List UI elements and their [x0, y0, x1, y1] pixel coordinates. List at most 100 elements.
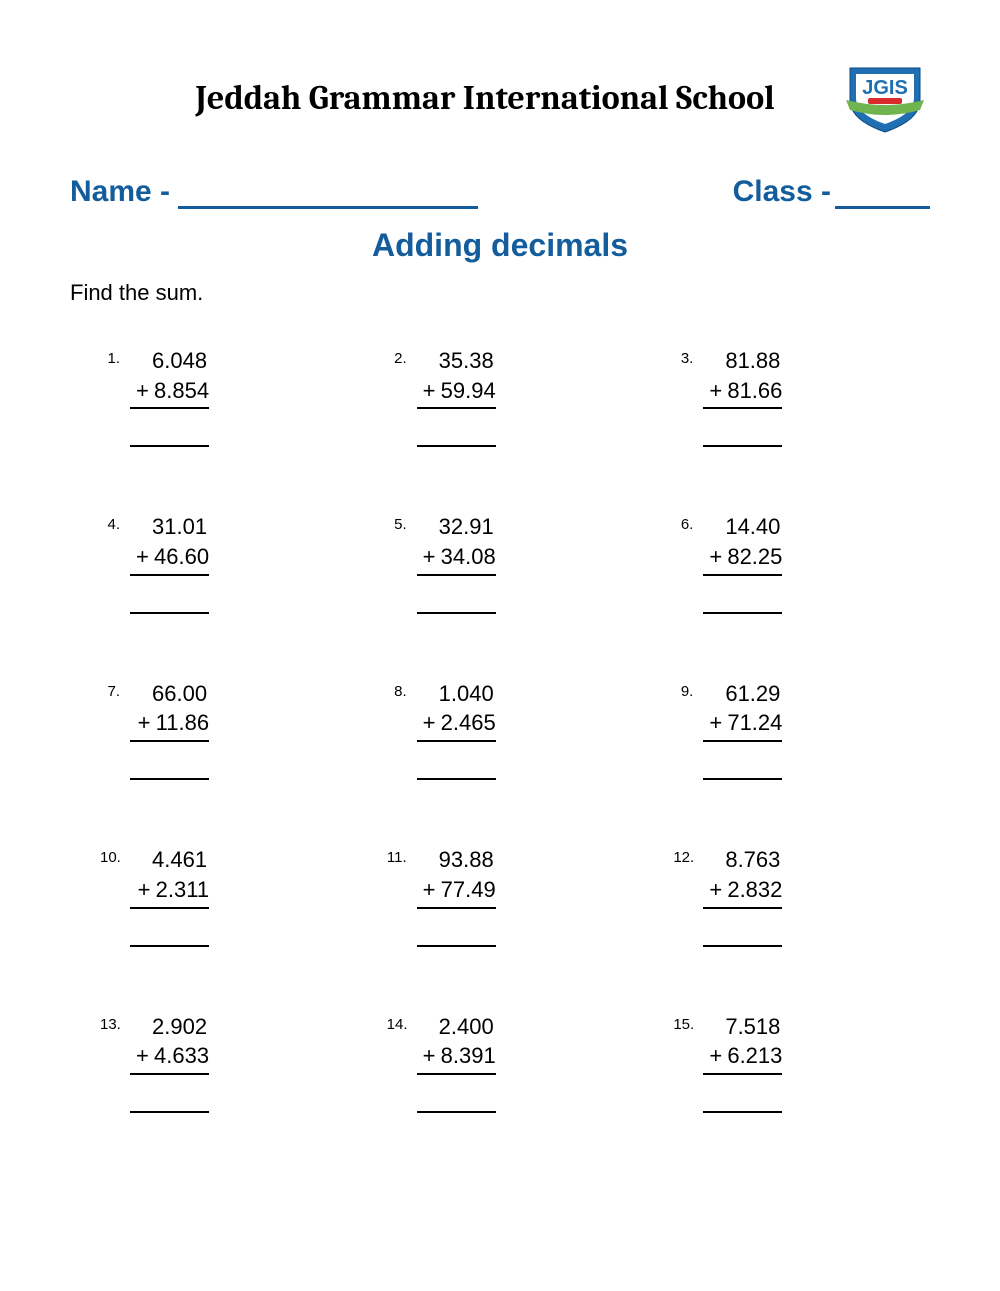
- problem-math: 2.400 +8.391: [417, 1012, 496, 1113]
- problem-math: 32.91 +34.08: [417, 512, 496, 613]
- problem-math: 1.040 +2.465: [417, 679, 496, 780]
- operand-1: 93.88: [417, 845, 496, 875]
- answer-blank[interactable]: [703, 925, 782, 947]
- operand-2: 4.633: [154, 1043, 209, 1068]
- answer-blank[interactable]: [703, 425, 782, 447]
- plus-icon: +: [423, 708, 441, 738]
- instruction: Find the sum.: [70, 280, 930, 306]
- plus-icon: +: [423, 376, 441, 406]
- problem-number: 15.: [673, 1012, 703, 1033]
- answer-blank[interactable]: [417, 1091, 496, 1113]
- operand-2-row: +59.94: [417, 376, 496, 410]
- problem-math: 81.88 +81.66: [703, 346, 782, 447]
- problem-number: 13.: [100, 1012, 130, 1033]
- worksheet-title: Adding decimals: [70, 227, 930, 264]
- answer-blank[interactable]: [130, 758, 209, 780]
- plus-icon: +: [709, 875, 727, 905]
- header: Jeddah Grammar International School JGIS: [70, 60, 930, 135]
- operand-1: 61.29: [703, 679, 782, 709]
- operand-2-row: +2.465: [417, 708, 496, 742]
- plus-icon: +: [423, 875, 441, 905]
- operand-2: 6.213: [727, 1043, 782, 1068]
- problem-math: 7.518 +6.213: [703, 1012, 782, 1113]
- operand-2: 46.60: [154, 544, 209, 569]
- problem-math: 6.048 +8.854: [130, 346, 209, 447]
- worksheet-page: Jeddah Grammar International School JGIS…: [0, 0, 1000, 1153]
- operand-2: 8.854: [154, 378, 209, 403]
- operand-1: 1.040: [417, 679, 496, 709]
- problem-number: 12.: [673, 845, 703, 866]
- name-label: Name -: [70, 175, 170, 209]
- answer-blank[interactable]: [130, 925, 209, 947]
- plus-icon: +: [136, 376, 154, 406]
- svg-text:JGIS: JGIS: [862, 77, 908, 99]
- operand-2-row: +8.854: [130, 376, 209, 410]
- problem-math: 4.461 +2.311: [130, 845, 209, 946]
- answer-blank[interactable]: [417, 758, 496, 780]
- problem-number: 11.: [387, 845, 417, 866]
- problem-number: 3.: [673, 346, 703, 367]
- operand-2-row: +34.08: [417, 542, 496, 576]
- operand-1: 2.902: [130, 1012, 209, 1042]
- operand-2: 59.94: [441, 378, 496, 403]
- operand-1: 31.01: [130, 512, 209, 542]
- problems-grid: 1. 6.048 +8.854 2. 35.38 +59.94 3. 81.88…: [70, 346, 930, 1113]
- plus-icon: +: [709, 1041, 727, 1071]
- answer-blank[interactable]: [130, 425, 209, 447]
- answer-blank[interactable]: [417, 592, 496, 614]
- operand-1: 81.88: [703, 346, 782, 376]
- answer-blank[interactable]: [130, 592, 209, 614]
- problem-math: 35.38 +59.94: [417, 346, 496, 447]
- problem: 1. 6.048 +8.854: [100, 346, 327, 447]
- operand-2: 2.311: [156, 877, 209, 902]
- problem-math: 93.88 +77.49: [417, 845, 496, 946]
- operand-1: 35.38: [417, 346, 496, 376]
- operand-2-row: +4.633: [130, 1041, 209, 1075]
- problem: 12. 8.763 +2.832: [673, 845, 900, 946]
- operand-2-row: +2.311: [130, 875, 209, 909]
- name-field: Name -: [70, 175, 478, 209]
- plus-icon: +: [709, 542, 727, 572]
- problem-math: 8.763 +2.832: [703, 845, 782, 946]
- operand-2: 8.391: [441, 1043, 496, 1068]
- operand-2-row: +77.49: [417, 875, 496, 909]
- problem-number: 14.: [387, 1012, 417, 1033]
- problem: 10. 4.461 +2.311: [100, 845, 327, 946]
- problem-number: 1.: [100, 346, 130, 367]
- problem-math: 66.00 +11.86: [130, 679, 209, 780]
- class-blank[interactable]: [835, 181, 930, 209]
- operand-2-row: +46.60: [130, 542, 209, 576]
- problem: 6. 14.40 +82.25: [673, 512, 900, 613]
- problem-number: 6.: [673, 512, 703, 533]
- answer-blank[interactable]: [703, 758, 782, 780]
- plus-icon: +: [136, 1041, 154, 1071]
- problem: 9. 61.29 +71.24: [673, 679, 900, 780]
- operand-2-row: +71.24: [703, 708, 782, 742]
- problem: 4. 31.01 +46.60: [100, 512, 327, 613]
- operand-2: 2.465: [441, 710, 496, 735]
- problem: 2. 35.38 +59.94: [387, 346, 614, 447]
- problem: 8. 1.040 +2.465: [387, 679, 614, 780]
- problem-number: 8.: [387, 679, 417, 700]
- problem-math: 61.29 +71.24: [703, 679, 782, 780]
- problem: 5. 32.91 +34.08: [387, 512, 614, 613]
- operand-2-row: +6.213: [703, 1041, 782, 1075]
- operand-2: 77.49: [441, 877, 496, 902]
- answer-blank[interactable]: [130, 1091, 209, 1113]
- school-logo-icon: JGIS: [840, 60, 930, 135]
- answer-blank[interactable]: [703, 1091, 782, 1113]
- operand-2-row: +82.25: [703, 542, 782, 576]
- operand-1: 6.048: [130, 346, 209, 376]
- problem-number: 4.: [100, 512, 130, 533]
- answer-blank[interactable]: [703, 592, 782, 614]
- plus-icon: +: [423, 542, 441, 572]
- operand-2: 2.832: [727, 877, 782, 902]
- problem-number: 10.: [100, 845, 130, 866]
- answer-blank[interactable]: [417, 925, 496, 947]
- operand-2-row: +81.66: [703, 376, 782, 410]
- answer-blank[interactable]: [417, 425, 496, 447]
- name-blank[interactable]: [178, 181, 478, 209]
- problem: 11. 93.88 +77.49: [387, 845, 614, 946]
- problem-math: 14.40 +82.25: [703, 512, 782, 613]
- plus-icon: +: [136, 542, 154, 572]
